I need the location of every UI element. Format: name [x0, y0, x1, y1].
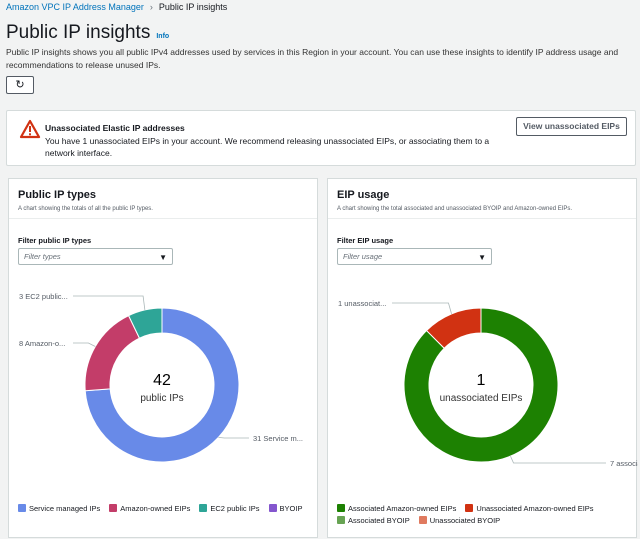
legend-label: Service managed IPs	[29, 504, 101, 513]
donut-slice[interactable]	[425, 307, 482, 349]
panel-title: EIP usage	[337, 189, 390, 201]
legend-item[interactable]: Associated BYOIP	[337, 516, 410, 525]
view-unassociated-eips-button[interactable]: View unassociated EIPs	[516, 117, 627, 136]
legend-item[interactable]: Associated Amazon-owned EIPs	[337, 504, 456, 513]
callout-line	[392, 302, 452, 314]
breadcrumb-current: Public IP insights	[158, 2, 228, 12]
legend-label: BYOIP	[279, 504, 303, 513]
legend-swatch	[337, 504, 345, 512]
callout-line	[218, 436, 249, 439]
caret-down-icon: ▼	[159, 253, 167, 262]
legend-item[interactable]: Unassociated BYOIP	[418, 516, 501, 525]
center-label: unassociated EIPs	[440, 393, 523, 404]
panel-title: Public IP types	[18, 189, 97, 201]
legend-swatch	[465, 504, 474, 512]
filter-label: Filter EIP usage	[337, 236, 394, 245]
legend-swatch	[18, 504, 26, 512]
breadcrumb: Amazon VPC IP Address Manager › Public I…	[6, 2, 227, 12]
filter-usage-select[interactable]: Filter usage ▼	[337, 248, 492, 265]
eip-usage-panel: EIP usage A chart showing the total asso…	[327, 178, 638, 538]
center-value: 42	[153, 372, 171, 389]
filter-types-select[interactable]: Filter types ▼	[18, 248, 173, 265]
legend-label: Unassociated Amazon-owned EIPs	[476, 504, 594, 513]
legend-item[interactable]: Unassociated Amazon-owned EIPs	[465, 504, 594, 513]
refresh-button[interactable]: ↻	[6, 76, 34, 94]
legend-item[interactable]: Service managed IPs	[18, 504, 100, 513]
callout-line	[73, 295, 146, 310]
legend-swatch	[337, 516, 345, 524]
alert-title: Unassociated Elastic IP addresses	[45, 123, 185, 133]
center-label: public IPs	[140, 393, 183, 404]
panel-subtitle: A chart showing the total associated and…	[337, 206, 573, 212]
donut-slice[interactable]	[127, 307, 163, 339]
callout-line	[73, 342, 96, 347]
legend-label: Associated Amazon-owned EIPs	[348, 504, 457, 513]
page-title: Public IP insights	[6, 22, 151, 43]
panel-subtitle: A chart showing the totals of all the pu…	[18, 206, 153, 212]
legend-swatch	[109, 504, 118, 512]
legend-item[interactable]: Amazon-owned EIPs	[109, 504, 190, 513]
filter-placeholder: Filter usage	[343, 252, 383, 261]
callout-line	[510, 455, 606, 464]
legend-label: Amazon-owned EIPs	[120, 504, 191, 513]
legend-label: EC2 public IPs	[210, 504, 260, 513]
callout-label: 7 associated ...	[610, 459, 638, 468]
donut-slice[interactable]	[84, 314, 141, 392]
info-link[interactable]: Info	[156, 33, 170, 40]
unassociated-eip-alert: Unassociated Elastic IP addresses You ha…	[6, 110, 636, 166]
public-ip-types-panel: Public IP types A chart showing the tota…	[8, 178, 318, 538]
page-description: Public IP insights shows you all public …	[6, 47, 619, 70]
center-value: 1	[477, 372, 486, 389]
legend-swatch	[268, 504, 277, 512]
legend-swatch	[418, 516, 427, 524]
refresh-icon: ↻	[15, 79, 25, 91]
chart-legend: Associated Amazon-owned EIPs Unassociated…	[337, 504, 632, 525]
alert-message: You have 1 unassociated EIPs in your acc…	[45, 136, 490, 158]
page-header: Public IP insights Info	[6, 22, 169, 44]
legend-item[interactable]: EC2 public IPs	[199, 504, 260, 513]
breadcrumb-parent-link[interactable]: Amazon VPC IP Address Manager	[6, 2, 144, 12]
callout-label: 8 Amazon-o...	[19, 339, 65, 348]
callout-label: 1 unassociat...	[338, 299, 386, 308]
legend-label: Unassociated BYOIP	[429, 516, 501, 525]
chevron-right-icon: ›	[149, 2, 153, 12]
caret-down-icon: ▼	[478, 253, 486, 262]
legend-label: Associated BYOIP	[348, 516, 410, 525]
legend-swatch	[199, 504, 208, 512]
callout-label: 31 Service m...	[253, 434, 303, 443]
legend-item[interactable]: BYOIP	[268, 504, 303, 513]
filter-label: Filter public IP types	[18, 236, 92, 245]
filter-placeholder: Filter types	[24, 252, 61, 261]
chart-legend: Service managed IPs Amazon-owned EIPs EC2 …	[18, 504, 313, 513]
donut-slice[interactable]	[84, 307, 240, 463]
donut-chart: 31 Service m... 8 Amazon-o... 3 EC2 public…	[19, 292, 303, 463]
callout-label: 3 EC2 public...	[19, 292, 68, 301]
donut-slice[interactable]	[403, 307, 559, 463]
donut-chart: 7 associated ... 1 unassociat... 1 unassoci…	[338, 299, 638, 468]
warning-icon	[19, 119, 41, 139]
